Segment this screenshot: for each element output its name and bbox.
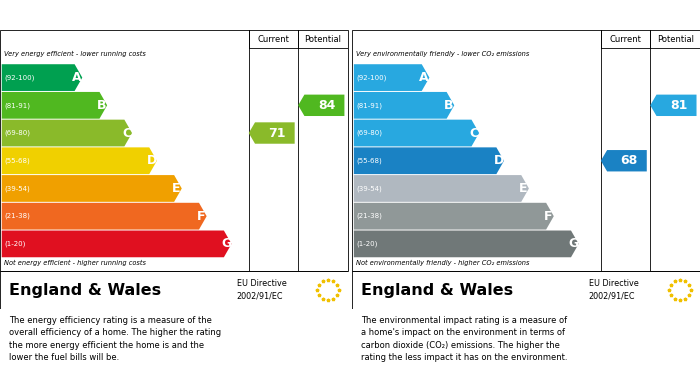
Polygon shape: [354, 175, 529, 202]
Text: Very energy efficient - lower running costs: Very energy efficient - lower running co…: [4, 50, 146, 57]
Text: G: G: [221, 237, 231, 250]
Text: E: E: [172, 182, 181, 195]
Text: (39-54): (39-54): [356, 185, 382, 192]
Text: England & Wales: England & Wales: [8, 283, 161, 298]
Polygon shape: [354, 231, 579, 257]
Text: B: B: [444, 99, 454, 112]
Text: (81-91): (81-91): [356, 102, 382, 109]
Text: Very environmentally friendly - lower CO₂ emissions: Very environmentally friendly - lower CO…: [356, 50, 530, 57]
Text: Energy Efficiency Rating: Energy Efficiency Rating: [8, 9, 172, 22]
Text: (92-100): (92-100): [4, 74, 34, 81]
Text: (69-80): (69-80): [4, 130, 30, 136]
Text: B: B: [97, 99, 106, 112]
Text: G: G: [568, 237, 578, 250]
Polygon shape: [248, 122, 295, 144]
Text: A: A: [419, 71, 429, 84]
Polygon shape: [354, 120, 480, 146]
Text: F: F: [197, 210, 206, 222]
Polygon shape: [1, 147, 157, 174]
Text: C: C: [122, 127, 131, 140]
Text: The energy efficiency rating is a measure of the
overall efficiency of a home. T: The energy efficiency rating is a measur…: [8, 316, 220, 362]
Polygon shape: [650, 95, 696, 116]
Text: 81: 81: [670, 99, 687, 112]
Text: The environmental impact rating is a measure of
a home's impact on the environme: The environmental impact rating is a mea…: [360, 316, 567, 362]
Polygon shape: [1, 203, 206, 230]
Text: 68: 68: [620, 154, 638, 167]
Text: Potential: Potential: [657, 34, 694, 43]
Text: (92-100): (92-100): [356, 74, 386, 81]
Text: 84: 84: [318, 99, 335, 112]
Text: (1-20): (1-20): [356, 240, 377, 247]
Text: EU Directive
2002/91/EC: EU Directive 2002/91/EC: [237, 279, 286, 301]
Polygon shape: [354, 203, 554, 230]
Polygon shape: [1, 175, 182, 202]
Text: D: D: [494, 154, 504, 167]
Polygon shape: [1, 120, 132, 146]
Text: Potential: Potential: [304, 34, 342, 43]
Polygon shape: [601, 150, 647, 171]
Text: England & Wales: England & Wales: [360, 283, 513, 298]
Text: F: F: [544, 210, 553, 222]
Text: EU Directive
2002/91/EC: EU Directive 2002/91/EC: [589, 279, 638, 301]
Text: (21-38): (21-38): [4, 213, 30, 219]
Text: (69-80): (69-80): [356, 130, 382, 136]
Polygon shape: [1, 64, 83, 91]
Text: Not energy efficient - higher running costs: Not energy efficient - higher running co…: [4, 260, 146, 266]
Text: (39-54): (39-54): [4, 185, 30, 192]
Polygon shape: [354, 147, 504, 174]
Text: D: D: [146, 154, 157, 167]
Text: Current: Current: [610, 34, 641, 43]
Text: A: A: [72, 71, 82, 84]
Text: 71: 71: [268, 127, 286, 140]
Text: (21-38): (21-38): [356, 213, 382, 219]
Text: E: E: [519, 182, 528, 195]
Polygon shape: [354, 64, 429, 91]
Text: (55-68): (55-68): [356, 158, 382, 164]
Text: (55-68): (55-68): [4, 158, 30, 164]
Text: Not environmentally friendly - higher CO₂ emissions: Not environmentally friendly - higher CO…: [356, 260, 530, 266]
Polygon shape: [354, 92, 454, 119]
Text: Current: Current: [258, 34, 289, 43]
Text: (1-20): (1-20): [4, 240, 25, 247]
Text: C: C: [469, 127, 478, 140]
Text: Environmental Impact (CO₂) Rating: Environmental Impact (CO₂) Rating: [360, 9, 593, 22]
Polygon shape: [298, 95, 344, 116]
Polygon shape: [1, 92, 107, 119]
Text: (81-91): (81-91): [4, 102, 30, 109]
Polygon shape: [1, 231, 232, 257]
